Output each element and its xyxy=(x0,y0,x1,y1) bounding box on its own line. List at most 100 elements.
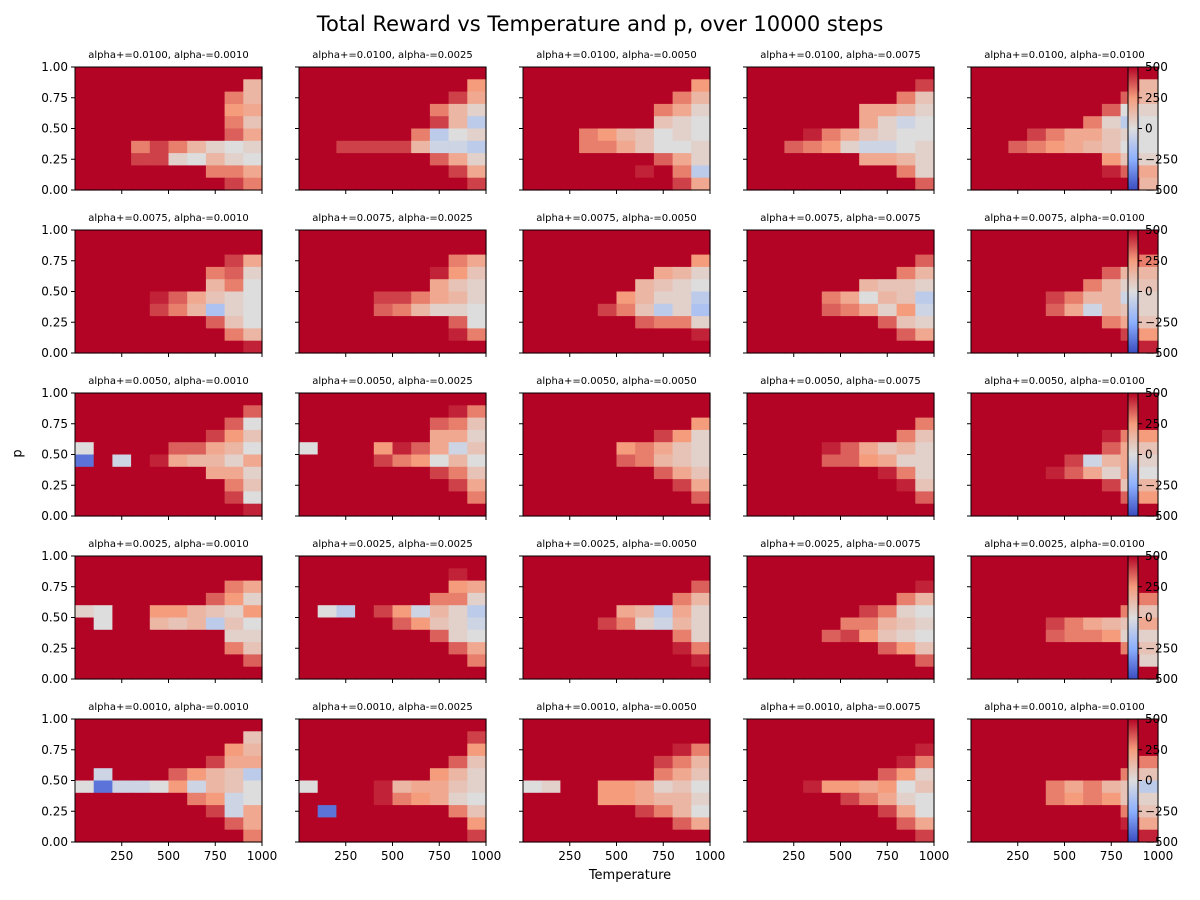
heatmap-cell xyxy=(75,177,95,191)
heatmap-cell xyxy=(859,177,879,191)
heatmap-cell xyxy=(1045,79,1066,93)
heatmap-cell xyxy=(149,568,170,582)
heatmap-cell xyxy=(747,666,767,680)
heatmap-cell xyxy=(784,242,804,256)
heatmap-cell xyxy=(653,454,674,468)
heatmap-cell xyxy=(93,128,113,142)
heatmap-cell xyxy=(597,103,618,117)
heatmap-cell xyxy=(1083,429,1103,443)
heatmap-cell xyxy=(224,580,244,594)
heatmap-cell xyxy=(373,230,394,243)
heatmap-cell xyxy=(803,266,823,280)
heatmap-cell xyxy=(840,128,860,142)
heatmap-cell xyxy=(672,780,692,794)
colorbar xyxy=(1127,718,1139,843)
heatmap-cell xyxy=(1064,242,1084,256)
heatmap-cell xyxy=(784,743,804,757)
heatmap-cell xyxy=(653,291,674,305)
heatmap-cell xyxy=(896,592,916,606)
heatmap-cell xyxy=(653,580,674,594)
heatmap-cell xyxy=(971,242,991,256)
heatmap-cell xyxy=(1139,230,1159,243)
heatmap-cell xyxy=(616,303,636,317)
heatmap-cell xyxy=(1045,629,1066,643)
heatmap-cell xyxy=(1083,491,1103,505)
heatmap-cell xyxy=(691,479,711,492)
heatmap-cell xyxy=(373,617,394,631)
heatmap-cell xyxy=(896,617,916,631)
heatmap-cell xyxy=(803,340,823,354)
heatmap-cell xyxy=(168,303,188,317)
heatmap-cell xyxy=(541,642,561,655)
heatmap-cell xyxy=(560,466,580,480)
heatmap-cell xyxy=(691,556,711,569)
heatmap-cell xyxy=(765,116,785,130)
heatmap-cell xyxy=(784,768,804,782)
heatmap-cell xyxy=(355,755,375,769)
heatmap-cell xyxy=(597,479,618,492)
heatmap-cell xyxy=(243,817,263,831)
heatmap-cell xyxy=(1008,303,1028,317)
heatmap-cell xyxy=(1101,177,1122,191)
heatmap-cell xyxy=(971,629,991,643)
heatmap-cell xyxy=(448,479,468,492)
heatmap-cell xyxy=(93,568,113,582)
heatmap-cell xyxy=(168,291,188,305)
heatmap-cell xyxy=(859,666,879,680)
heatmap-cell xyxy=(859,165,879,179)
heatmap-cell xyxy=(168,442,188,456)
heatmap-cell xyxy=(355,629,375,643)
heatmap-cell xyxy=(429,731,450,745)
heatmap-cell xyxy=(523,230,543,243)
heatmap-cell xyxy=(821,743,842,757)
heatmap-cell xyxy=(448,454,468,468)
heatmap-cell xyxy=(784,103,804,117)
heatmap-cell xyxy=(560,116,580,130)
colorbar-tick-label: −500 xyxy=(1145,835,1178,849)
heatmap-cell xyxy=(971,177,991,191)
heatmap-cell xyxy=(691,817,711,831)
heatmap-cell xyxy=(205,242,226,256)
y-tick-label: 0.00 xyxy=(41,672,68,686)
heatmap-cell xyxy=(93,755,113,769)
heatmap-cell xyxy=(579,503,599,517)
heatmap-cell xyxy=(803,617,823,631)
heatmap-cell xyxy=(672,417,692,431)
heatmap-cell xyxy=(373,254,394,268)
heatmap-cell xyxy=(653,719,674,732)
heatmap-cell xyxy=(1101,568,1122,582)
heatmap-cell xyxy=(989,568,1009,582)
heatmap-cell xyxy=(448,617,468,631)
heatmap-cell xyxy=(373,454,394,468)
heatmap-cell xyxy=(355,466,375,480)
heatmap-cell xyxy=(971,116,991,130)
heatmap-cell xyxy=(560,393,580,406)
heatmap-cell xyxy=(336,429,356,443)
heatmap-cell xyxy=(877,617,898,631)
heatmap-cell xyxy=(672,254,692,268)
heatmap-cell xyxy=(691,743,711,757)
heatmap-cell xyxy=(336,140,356,154)
heatmap-cell xyxy=(1008,340,1028,354)
heatmap-cell xyxy=(616,556,636,569)
heatmap-cell xyxy=(467,592,487,606)
colorbar-tick-label: −250 xyxy=(1145,641,1178,655)
heatmap-cell xyxy=(560,792,580,806)
heatmap-cell xyxy=(859,67,879,80)
heatmap-cell xyxy=(149,67,170,80)
heatmap-cell xyxy=(989,328,1009,342)
heatmap-cell xyxy=(877,177,898,191)
heatmap-cell xyxy=(560,279,580,293)
heatmap-cell xyxy=(411,666,431,680)
x-tick-label: 250 xyxy=(334,849,357,863)
heatmap-cell xyxy=(597,454,618,468)
heatmap-cell xyxy=(243,116,263,130)
heatmap-cell xyxy=(989,592,1009,606)
heatmap-cell xyxy=(299,177,319,191)
heatmap-cell xyxy=(75,153,95,166)
heatmap-cell xyxy=(448,568,468,582)
heatmap-cell xyxy=(747,417,767,431)
heatmap-cell xyxy=(616,466,636,480)
heatmap-cell xyxy=(803,91,823,105)
x-tick-label: 750 xyxy=(876,849,899,863)
